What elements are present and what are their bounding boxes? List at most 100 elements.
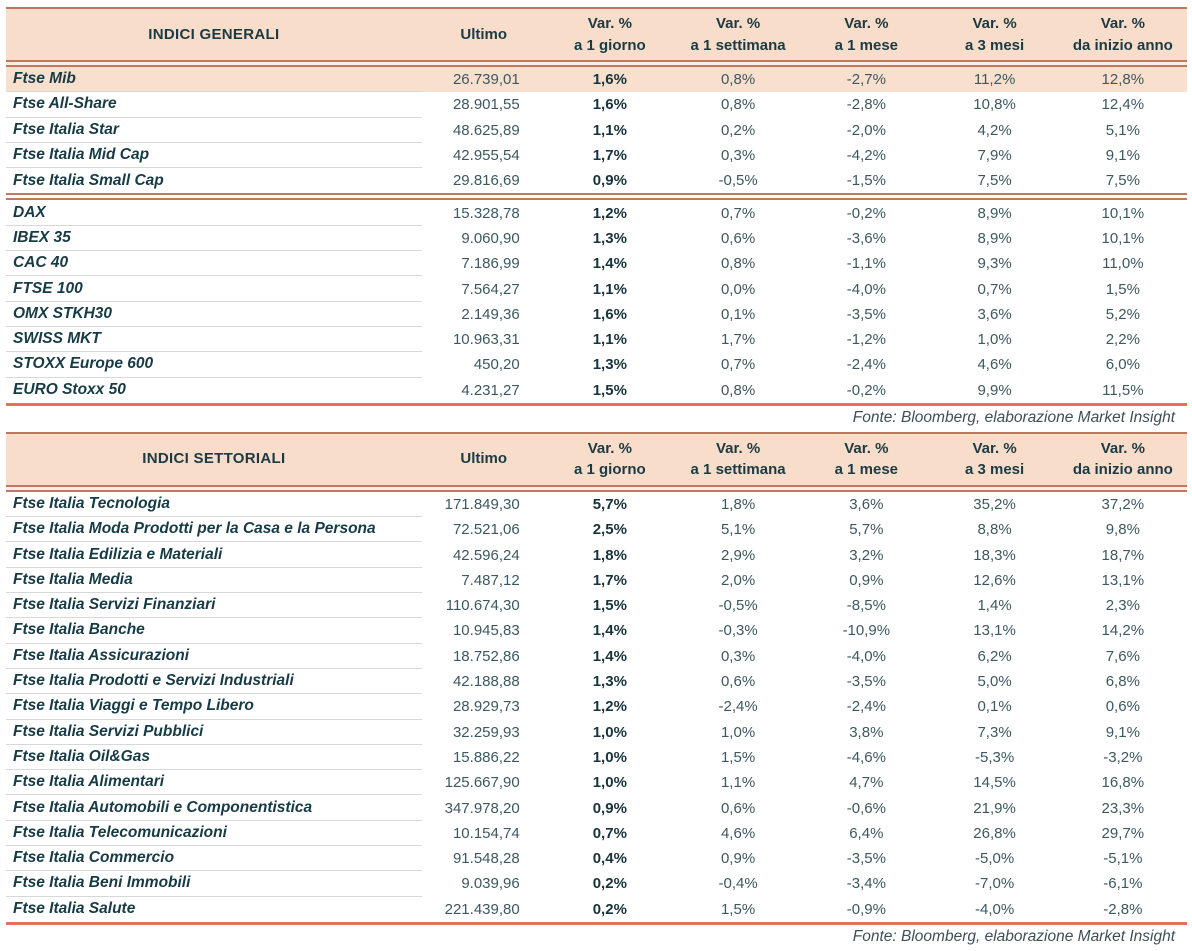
last-value: 4.231,27: [461, 381, 520, 399]
last-value: 15.886,22: [452, 748, 520, 766]
var-1-settimana: 0,9%: [720, 850, 756, 868]
last-value: 18.752,86: [452, 647, 520, 665]
var-inizio-anno: 0,6%: [1105, 698, 1140, 716]
last-value: 9.060,90: [461, 229, 520, 247]
var-inizio-anno: 7,6%: [1105, 647, 1140, 665]
var-1-giorno: 1,7%: [592, 147, 627, 165]
var-inizio-anno: 5,1%: [1105, 121, 1140, 139]
var-inizio-anno: -2,8%: [1103, 900, 1143, 918]
var-1-giorno: 0,9%: [592, 172, 627, 190]
table-row: Ftse Italia Mid Cap 42.955,54 1,7% 0,3% …: [6, 143, 1187, 169]
var-1-mese: 3,6%: [849, 496, 884, 513]
last-value: 2.149,36: [461, 305, 520, 323]
var-3-mesi: 5,0%: [977, 673, 1012, 691]
table-row: SWISS MKT 10.963,31 1,1% 1,7% -1,2% 1,0%…: [6, 327, 1187, 353]
index-name: STOXX Europe 600: [6, 352, 422, 378]
var-1-settimana: 5,1%: [720, 521, 756, 539]
var-1-settimana: 1,5%: [720, 900, 756, 918]
var-3-mesi: -4,0%: [974, 900, 1015, 918]
var-1-giorno: 1,6%: [592, 96, 627, 114]
var-1-settimana: 1,5%: [720, 748, 756, 766]
last-value: 450,20: [473, 356, 520, 374]
sector-table-header: INDICI SETTORIALI Ultimo Var. % a 1 gior…: [6, 431, 1187, 485]
table-row: IBEX 35 9.060,90 1,3% 0,6% -3,6% 8,9% 10…: [6, 226, 1187, 252]
var-inizio-anno: 2,2%: [1105, 331, 1140, 349]
var-3-mesi: 6,2%: [977, 647, 1012, 665]
var-inizio-anno: 7,5%: [1105, 172, 1140, 190]
var-1-mese: -0,2%: [846, 381, 886, 399]
var-1-settimana: 1,8%: [720, 496, 756, 513]
index-name: Ftse Italia Oil&Gas: [6, 745, 422, 771]
var-1-giorno: 1,1%: [592, 331, 627, 349]
last-value: 9.039,96: [461, 875, 520, 893]
column-header-line2: a 1 giorno: [573, 36, 646, 54]
column-header-line1: Var. %: [587, 14, 632, 32]
column-header-ultimo: Ultimo: [460, 25, 508, 43]
var-inizio-anno: 16,8%: [1101, 774, 1145, 792]
last-value: 29.816,69: [452, 172, 520, 190]
last-value: 221.439,80: [444, 900, 520, 918]
var-1-giorno: 0,9%: [592, 799, 627, 817]
var-1-mese: -0,6%: [846, 799, 886, 817]
index-name: CAC 40: [6, 251, 422, 277]
var-1-settimana: 0,7%: [720, 204, 756, 222]
column-header-line1: Var. %: [715, 439, 761, 457]
var-3-mesi: 21,9%: [973, 799, 1016, 817]
sector-indices-table: INDICI SETTORIALI Ultimo Var. % a 1 gior…: [6, 431, 1187, 951]
column-header-var-1-giorno: Var. % a 1 giorno: [546, 434, 674, 485]
index-name: Ftse Mib: [6, 67, 422, 93]
table-row: Ftse Italia Automobili e Componentistica…: [6, 795, 1187, 821]
column-header-line2: a 1 settimana: [690, 461, 786, 479]
index-name: Ftse Italia Telecomunicazioni: [6, 821, 422, 847]
table-row: EURO Stoxx 50 4.231,27 1,5% 0,8% -0,2% 9…: [6, 378, 1187, 403]
var-1-settimana: 0,8%: [720, 381, 756, 399]
var-1-giorno: 2,5%: [592, 521, 627, 539]
table-row: Ftse Mib 26.739,01 1,6% 0,8% -2,7% 11,2%…: [6, 67, 1187, 93]
var-3-mesi: 0,7%: [977, 280, 1012, 298]
table-row: Ftse Italia Telecomunicazioni 10.154,74 …: [6, 821, 1187, 847]
last-value: 42.596,24: [452, 546, 520, 564]
var-inizio-anno: 6,0%: [1105, 356, 1140, 374]
table-bottom-rule: [6, 402, 1187, 406]
var-1-mese: -3,5%: [846, 673, 886, 691]
var-3-mesi: 7,5%: [977, 172, 1012, 190]
var-inizio-anno: 5,2%: [1105, 305, 1140, 323]
table-row: Ftse Italia Salute 221.439,80 0,2% 1,5% …: [6, 897, 1187, 922]
general-table-header: INDICI GENERALI Ultimo Var. % a 1 giorno…: [6, 7, 1187, 60]
var-1-giorno: 5,7%: [592, 496, 627, 513]
var-inizio-anno: 14,2%: [1101, 622, 1145, 640]
var-1-giorno: 1,2%: [592, 204, 627, 222]
table-row: Ftse Italia Assicurazioni 18.752,86 1,4%…: [6, 644, 1187, 669]
var-1-giorno: 1,2%: [592, 698, 627, 716]
index-name: IBEX 35: [6, 226, 422, 252]
index-name: Ftse Italia Servizi Pubblici: [6, 720, 422, 745]
var-1-giorno: 1,7%: [592, 571, 627, 589]
var-1-mese: -1,5%: [846, 172, 886, 190]
var-3-mesi: -5,3%: [974, 748, 1015, 766]
var-inizio-anno: 9,1%: [1105, 723, 1140, 741]
column-header-line2: a 1 giorno: [573, 461, 646, 479]
var-3-mesi: 10,8%: [973, 96, 1016, 114]
index-name: Ftse Italia Salute: [13, 900, 136, 918]
var-1-giorno: 1,6%: [592, 71, 627, 89]
var-3-mesi: 35,2%: [973, 496, 1016, 513]
var-1-mese: -0,9%: [846, 900, 886, 918]
index-name: Ftse Italia Assicurazioni: [6, 644, 422, 669]
table-row: Ftse Italia Prodotti e Servizi Industria…: [6, 669, 1187, 695]
var-1-mese: -3,5%: [846, 850, 886, 868]
var-1-giorno: 1,0%: [592, 774, 627, 792]
header-double-rule: [6, 484, 1187, 492]
column-header-var-3-mesi: Var. % a 3 mesi: [930, 9, 1058, 60]
var-1-settimana: 0,8%: [720, 96, 756, 114]
var-1-mese: -4,6%: [846, 748, 886, 766]
var-1-settimana: 1,1%: [720, 774, 756, 792]
var-1-settimana: 0,3%: [720, 147, 756, 165]
index-name: EURO Stoxx 50: [13, 381, 126, 399]
var-3-mesi: 8,8%: [977, 521, 1012, 539]
var-1-giorno: 1,4%: [592, 647, 627, 665]
var-3-mesi: 1,4%: [977, 597, 1012, 615]
table-row: CAC 40 7.186,99 1,4% 0,8% -1,1% 9,3% 11,…: [6, 251, 1187, 277]
var-inizio-anno: 12,4%: [1101, 96, 1145, 114]
var-1-settimana: 1,7%: [720, 331, 756, 349]
source-note: Fonte: Bloomberg, elaborazione Market In…: [852, 408, 1175, 426]
